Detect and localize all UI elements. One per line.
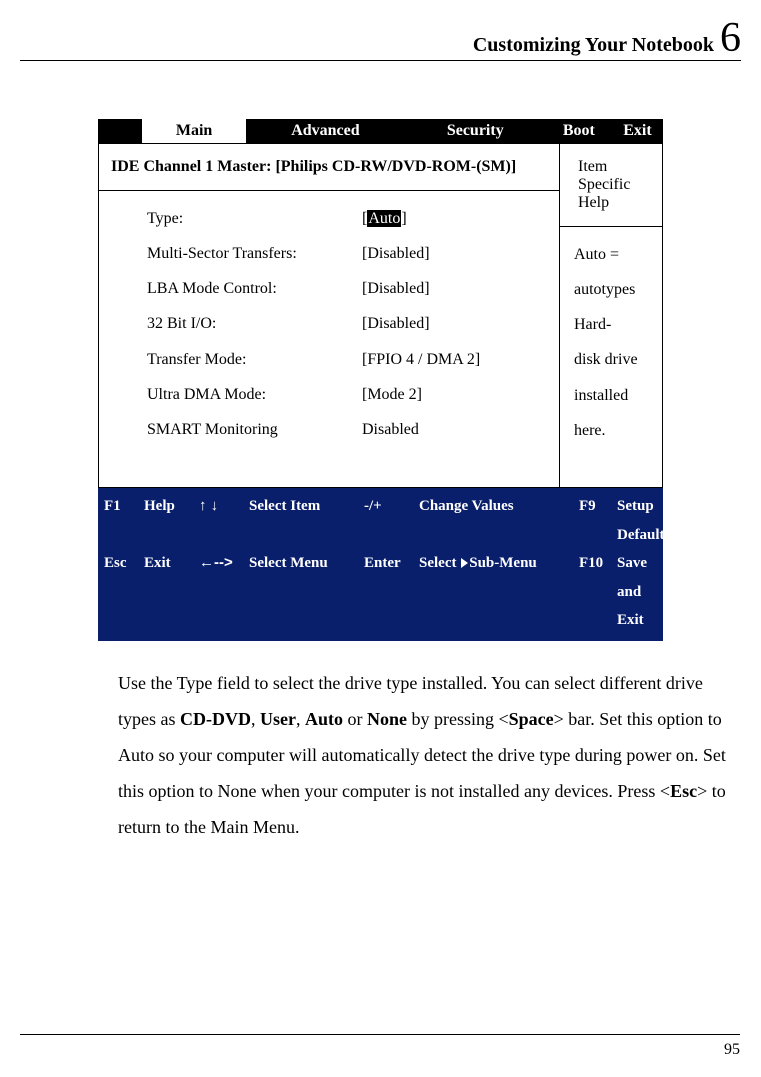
setting-value: [Disabled] <box>362 271 549 306</box>
footer-row-2: Esc Exit ←--> Select Menu Enter Select S… <box>104 549 657 635</box>
settings-body: Type:[Auto]Multi-Sector Transfers:[Disab… <box>99 191 559 487</box>
setting-value: Disabled <box>362 412 549 447</box>
help-text-line: disk drive installed here. <box>574 342 652 448</box>
bios-tab: Boot <box>546 119 612 143</box>
setting-label: Multi-Sector Transfers: <box>147 236 362 271</box>
label-select-item: Select Item <box>249 492 364 521</box>
setting-row: Multi-Sector Transfers:[Disabled] <box>147 236 549 271</box>
submenu-text: Sub-Menu <box>469 555 537 571</box>
setting-value: [Disabled] <box>362 306 549 341</box>
key-f1: F1 <box>104 492 144 521</box>
key-f9: F9 <box>579 492 617 521</box>
bold: Space <box>509 709 554 729</box>
header-title: Customizing Your Notebook <box>473 34 714 57</box>
setting-row: Transfer Mode:[FPIO 4 / DMA 2] <box>147 342 549 377</box>
select-text: Select <box>419 555 460 571</box>
label-change-values: Change Values <box>419 492 579 521</box>
setting-value: [FPIO 4 / DMA 2] <box>362 342 549 377</box>
help-body: Auto = autotypes Hard- disk drive instal… <box>560 227 662 458</box>
chapter-number: 6 <box>720 20 741 58</box>
page: Customizing Your Notebook 6 MainAdvanced… <box>0 0 761 1077</box>
setting-row: LBA Mode Control:[Disabled] <box>147 271 549 306</box>
bios-tab-bar: MainAdvancedSecurityBootExit <box>98 119 663 143</box>
help-text-line: Auto = autotypes Hard- <box>574 237 652 343</box>
bios-tab: Main <box>142 119 246 143</box>
setting-value: [Mode 2] <box>362 377 549 412</box>
bios-content: IDE Channel 1 Master: [Philips CD-RW/DVD… <box>98 143 663 487</box>
setting-label: SMART Monitoring <box>147 412 362 447</box>
bios-tab <box>98 119 142 143</box>
triangle-right-icon <box>461 558 468 568</box>
bold: Esc <box>670 781 697 801</box>
setting-value: [Auto] <box>362 201 549 236</box>
key-enter: Enter <box>364 549 419 578</box>
updown-arrows-icon: ↑ ↓ <box>199 492 249 521</box>
setting-label: 32 Bit I/O: <box>147 306 362 341</box>
bios-footer: F1 Help ↑ ↓ Select Item -/+ Change Value… <box>98 487 663 641</box>
page-header: Customizing Your Notebook 6 <box>20 20 741 61</box>
text: by pressing < <box>407 709 509 729</box>
text: , <box>251 709 260 729</box>
help-title: Item Specific Help <box>560 144 662 227</box>
bold: Auto <box>305 709 343 729</box>
bios-tab: Security <box>405 119 546 143</box>
text: , <box>296 709 305 729</box>
page-number: 95 <box>20 1034 740 1059</box>
setting-value: [Disabled] <box>362 236 549 271</box>
bold: None <box>367 709 407 729</box>
label-exit: Exit <box>144 549 199 578</box>
label-select-submenu: Select Sub-Menu <box>419 549 579 578</box>
bios-screen: MainAdvancedSecurityBootExit IDE Channel… <box>98 119 663 641</box>
label-save-exit: Save and Exit <box>617 549 657 635</box>
bios-help-column: Item Specific Help Auto = autotypes Hard… <box>560 144 662 487</box>
bold: User <box>260 709 296 729</box>
key-minus-plus: -/+ <box>364 492 419 521</box>
bold: CD-DVD <box>180 709 251 729</box>
bios-left-column: IDE Channel 1 Master: [Philips CD-RW/DVD… <box>99 144 560 487</box>
setting-row: Ultra DMA Mode:[Mode 2] <box>147 377 549 412</box>
key-f10: F10 <box>579 549 617 578</box>
leftright-arrows-icon: ←--> <box>199 549 249 578</box>
key-esc: Esc <box>104 549 144 578</box>
highlighted-value: Auto <box>367 210 401 227</box>
text: or <box>343 709 367 729</box>
setting-label: Ultra DMA Mode: <box>147 377 362 412</box>
bios-tab: Advanced <box>246 119 405 143</box>
bios-tab: Exit <box>612 119 663 143</box>
setting-row: SMART MonitoringDisabled <box>147 412 549 447</box>
setting-row: Type:[Auto] <box>147 201 549 236</box>
label-select-menu: Select Menu <box>249 549 364 578</box>
label-setup-defaults: Setup Defaults <box>617 492 670 549</box>
section-title: IDE Channel 1 Master: [Philips CD-RW/DVD… <box>99 144 559 191</box>
footer-row-1: F1 Help ↑ ↓ Select Item -/+ Change Value… <box>104 492 657 549</box>
body-paragraph: Use the Type field to select the drive t… <box>118 665 741 845</box>
setting-label: Type: <box>147 201 362 236</box>
setting-row: 32 Bit I/O:[Disabled] <box>147 306 549 341</box>
label-help: Help <box>144 492 199 521</box>
setting-label: LBA Mode Control: <box>147 271 362 306</box>
setting-label: Transfer Mode: <box>147 342 362 377</box>
